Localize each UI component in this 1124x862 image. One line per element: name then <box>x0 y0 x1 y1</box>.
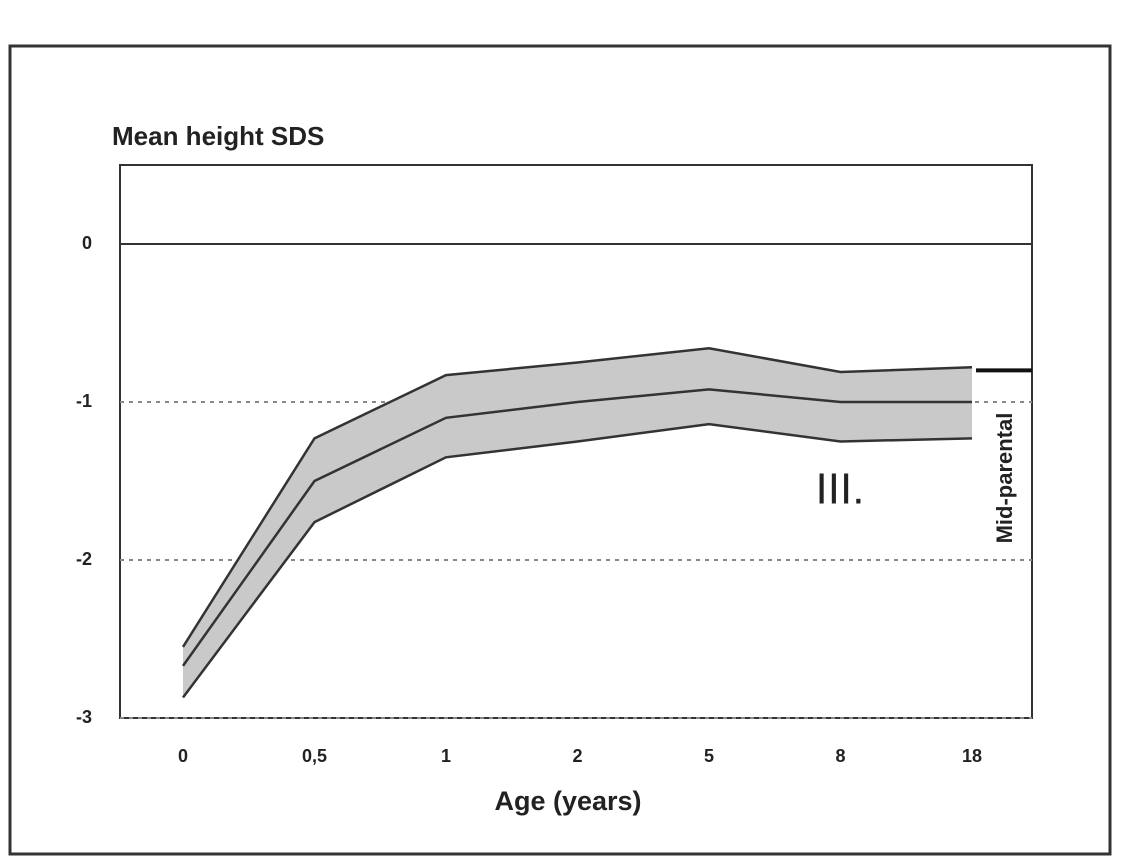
x-axis-title: Age (years) <box>494 786 641 816</box>
x-tick-label: 18 <box>962 746 982 766</box>
plot-area <box>119 164 1033 719</box>
line <box>181 347 973 648</box>
reference-label: Mid-parental <box>992 413 1017 544</box>
frame <box>8 44 1112 856</box>
x-tick-label: 1 <box>441 746 451 766</box>
line <box>181 388 972 667</box>
x-tick-label: 2 <box>572 746 582 766</box>
x-tick-label: 8 <box>835 746 845 766</box>
chart-title: Mean height SDS <box>112 121 324 151</box>
y-tick-label: -2 <box>76 549 92 569</box>
x-tick-label: 0 <box>178 746 188 766</box>
line <box>181 422 973 699</box>
y-tick-label: -3 <box>76 707 92 727</box>
confidence-band <box>183 348 972 698</box>
y-tick-label: -1 <box>76 391 92 411</box>
y-tick-label: 0 <box>82 233 92 253</box>
x-tick-label: 5 <box>704 746 714 766</box>
x-tick-label: 0,5 <box>302 746 327 766</box>
annotation: III. <box>816 465 865 514</box>
